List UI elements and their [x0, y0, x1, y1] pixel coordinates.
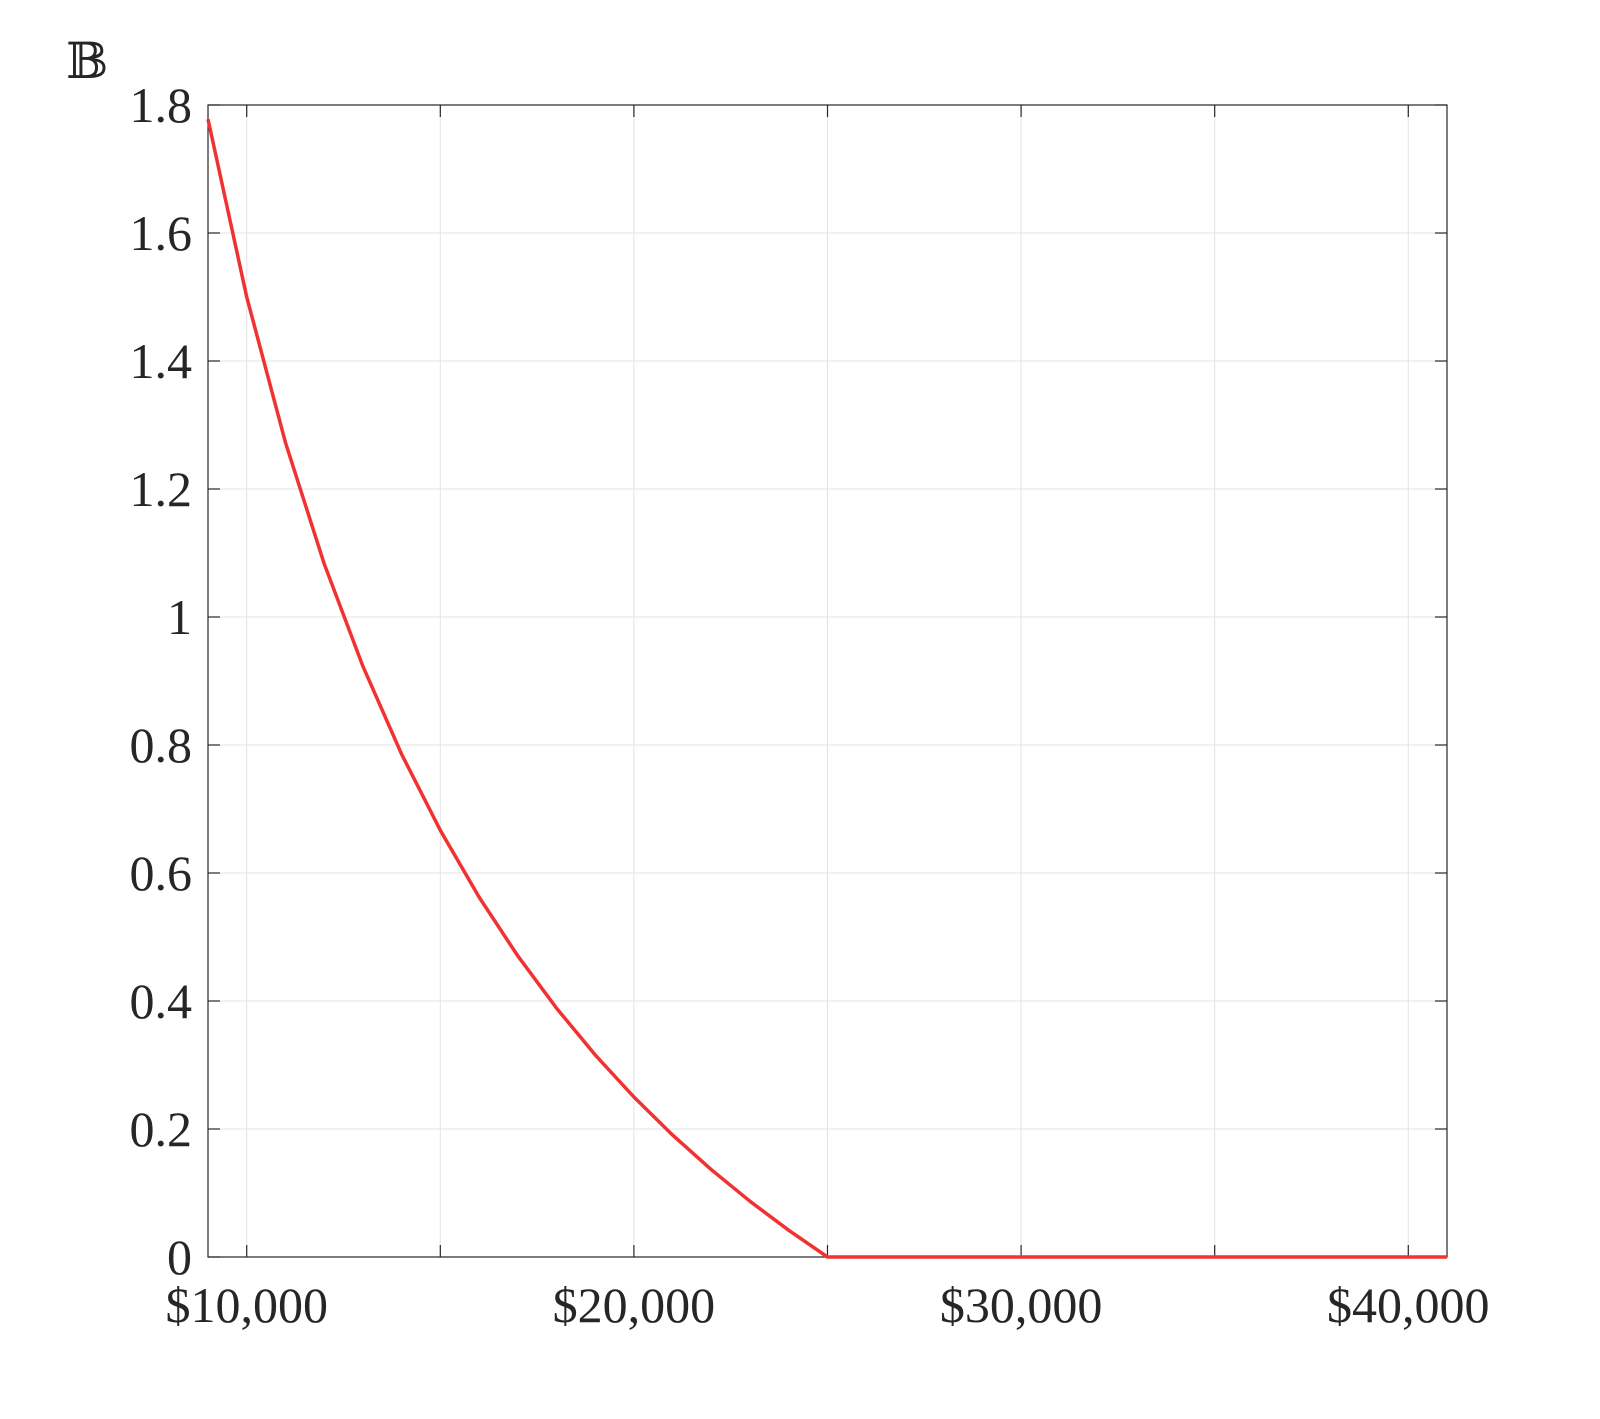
line-series: [206, 118, 1447, 1259]
y-tick-label: 1.8: [130, 77, 193, 133]
y-tick-label: 1.4: [130, 333, 193, 389]
y-tick-label: 1: [167, 589, 192, 645]
x-tick-label: $30,000: [940, 1277, 1103, 1333]
y-tick-label: 0: [167, 1229, 192, 1285]
y-axis-label: 𝔹: [66, 33, 108, 89]
x-tick-label: $40,000: [1327, 1277, 1490, 1333]
y-tick-label: 0.2: [130, 1101, 193, 1157]
y-tick-label: 1.2: [130, 461, 193, 517]
y-tick-label: 0.6: [130, 845, 193, 901]
x-tick-label: $20,000: [553, 1277, 716, 1333]
x-tick-label: $10,000: [165, 1277, 328, 1333]
y-tick-label: 0.8: [130, 717, 193, 773]
y-tick-label: 1.6: [130, 205, 193, 261]
y-tick-label: 0.4: [130, 973, 193, 1029]
